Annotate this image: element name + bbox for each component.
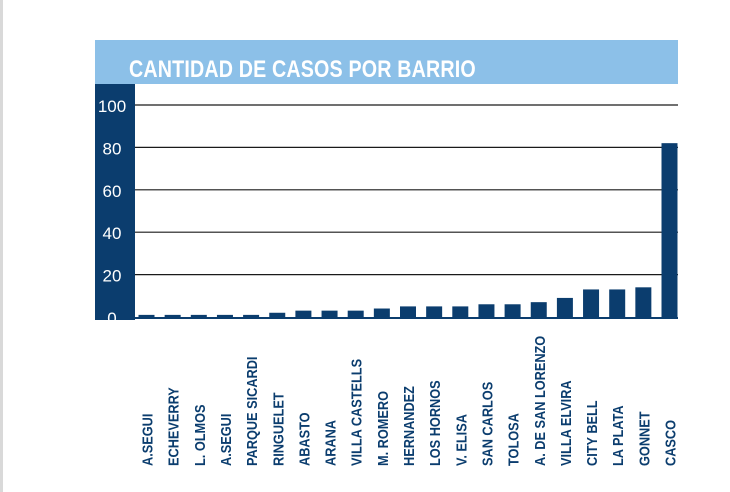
- bar: [583, 289, 600, 317]
- page-left-rule: [0, 0, 3, 492]
- bar: [138, 314, 155, 317]
- category-label: CASCO: [661, 420, 678, 466]
- bar: [426, 306, 443, 317]
- category-label: VILLA CASTELLS: [348, 359, 365, 466]
- bar: [269, 312, 286, 317]
- category-label: HERNANDEZ: [400, 386, 417, 466]
- bar: [504, 304, 521, 317]
- bar: [321, 310, 338, 317]
- y-tick-label: 60: [103, 182, 122, 201]
- category-label: SAN CARLOS: [478, 382, 495, 466]
- y-tick-label: 0: [107, 309, 116, 328]
- bar: [295, 310, 312, 317]
- y-tick-label: 100: [98, 97, 126, 116]
- category-label: M. ROMERO: [374, 391, 391, 466]
- bar: [478, 304, 495, 317]
- bar: [452, 306, 469, 317]
- bar: [635, 287, 652, 317]
- bar: [347, 310, 364, 317]
- bar: [400, 306, 416, 317]
- category-label: LA PLATA: [609, 405, 626, 466]
- bar: [661, 143, 678, 317]
- category-label: V. ELISA: [452, 414, 469, 466]
- category-label: TOLOSA: [505, 413, 522, 466]
- bar: [190, 314, 207, 317]
- category-label: VILLA ELVIRA: [557, 380, 574, 466]
- bar: [609, 289, 626, 317]
- category-label: CITY BELL: [583, 400, 600, 466]
- bar: [216, 314, 233, 317]
- y-tick-label: 20: [103, 267, 122, 286]
- y-tick-label: 80: [103, 139, 122, 158]
- category-label: GONNET: [635, 411, 652, 466]
- y-tick-label: 40: [103, 224, 122, 243]
- y-axis-band: [95, 84, 135, 320]
- category-label: RINGUELET: [269, 392, 286, 466]
- category-label: A. DE SAN LORENZO: [531, 336, 548, 466]
- category-label: ABASTO: [295, 412, 312, 466]
- category-label: LOS HORNOS: [426, 380, 443, 466]
- bar: [373, 308, 390, 317]
- bar: [243, 314, 260, 317]
- chart-title-band: CANTIDAD DE CASOS POR BARRIO: [95, 40, 678, 84]
- category-label: PARQUE SICARDI: [243, 357, 260, 466]
- category-label: A.SEGUI: [217, 414, 234, 466]
- bar: [556, 297, 573, 317]
- bar: [530, 302, 547, 317]
- bar: [164, 314, 181, 317]
- category-label: ARANA: [322, 420, 339, 466]
- category-label: ECHEVERRY: [165, 387, 182, 466]
- category-label: A.SEGUI: [138, 414, 155, 466]
- category-label: L. OLMOS: [191, 404, 208, 466]
- chart-title: CANTIDAD DE CASOS POR BARRIO: [129, 56, 476, 83]
